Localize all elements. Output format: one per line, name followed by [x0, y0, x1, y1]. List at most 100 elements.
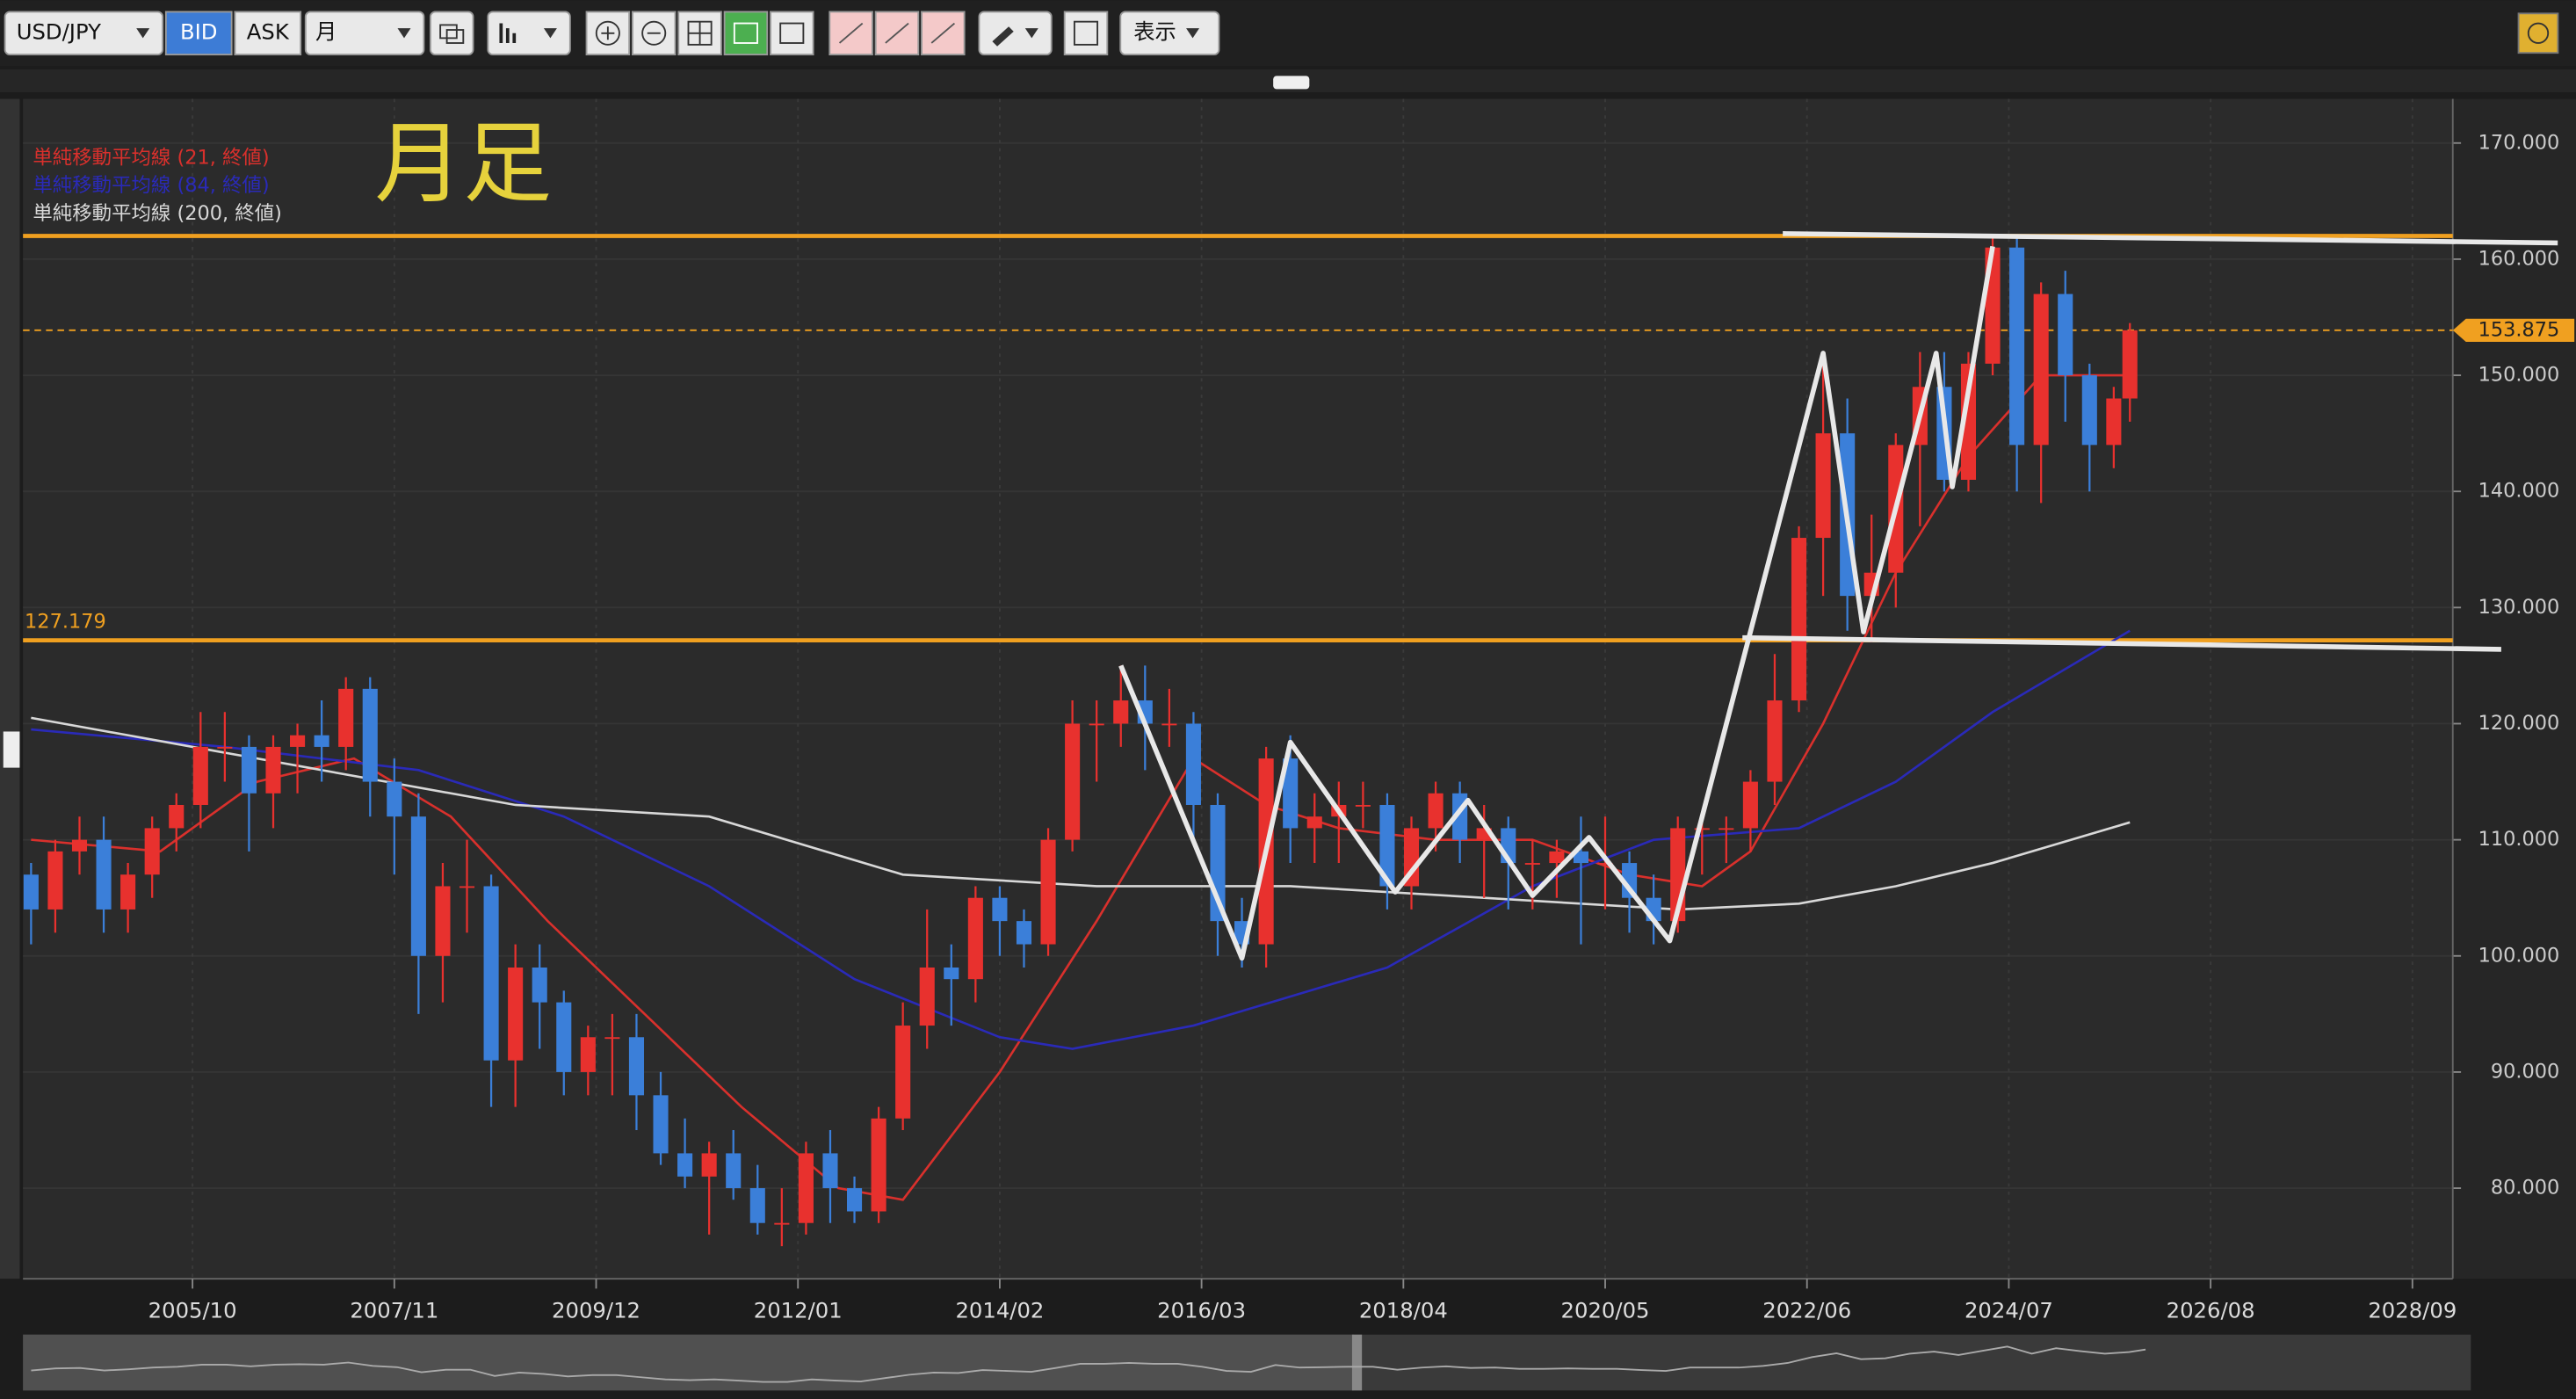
- candle-body: [846, 1188, 863, 1212]
- candle-body: [1622, 863, 1638, 898]
- y-tick-label: 120.000: [2478, 712, 2560, 735]
- y-tick-label: 160.000: [2478, 247, 2560, 270]
- scroll-button[interactable]: [723, 11, 769, 55]
- candle-body: [1113, 700, 1129, 724]
- candle-body: [1306, 816, 1322, 829]
- candle-body: [1161, 723, 1177, 726]
- y-tick-label: 80.000: [2491, 1177, 2559, 1200]
- candle-body: [1185, 723, 1201, 805]
- candle-body: [23, 874, 39, 910]
- candle-body: [604, 1037, 620, 1040]
- navigator-window[interactable]: [23, 1334, 1354, 1391]
- candle-body: [749, 1188, 765, 1223]
- candle-body: [217, 746, 233, 749]
- candle-body: [1428, 793, 1444, 829]
- candle-body: [435, 886, 451, 956]
- candle-body: [677, 1153, 693, 1177]
- candle-body: [508, 967, 524, 1061]
- candle-body: [628, 1037, 645, 1096]
- latest-button[interactable]: [770, 11, 814, 55]
- candle-body: [2122, 330, 2138, 399]
- navigator-handle[interactable]: [1351, 1334, 1363, 1391]
- pen-select[interactable]: [978, 11, 1053, 55]
- candle-body: [1089, 723, 1104, 726]
- level-label: 127.179: [25, 611, 106, 634]
- candle-body: [2058, 294, 2073, 376]
- compare-button[interactable]: [429, 11, 474, 55]
- candle-body: [1767, 700, 1783, 782]
- candle-body: [192, 746, 208, 805]
- x-tick-label: 2012/01: [754, 1298, 843, 1323]
- candle-body: [919, 967, 935, 1026]
- candle-body: [774, 1222, 790, 1225]
- left-edge: [0, 98, 20, 1279]
- candle-body: [798, 1153, 814, 1223]
- settings-button[interactable]: [2517, 12, 2559, 54]
- candle-body: [701, 1153, 717, 1177]
- y-tick-label: 100.000: [2478, 944, 2560, 967]
- candle-body: [1960, 363, 1977, 480]
- candle-body: [387, 781, 402, 817]
- y-tick-label: 90.000: [2491, 1060, 2559, 1083]
- chart-type-select[interactable]: [487, 11, 571, 55]
- bid: BID: [180, 19, 218, 45]
- candle-body: [362, 688, 378, 782]
- candle-body: [1742, 781, 1758, 829]
- ask: ASK: [247, 19, 290, 45]
- candle-body: [1549, 851, 1565, 864]
- scroll-handle[interactable]: [1273, 76, 1310, 90]
- ask-button[interactable]: ASK: [234, 11, 302, 55]
- candle-body: [483, 886, 499, 1061]
- view-select[interactable]: 表示: [1119, 11, 1220, 55]
- x-tick-label: 2005/10: [148, 1298, 237, 1323]
- candle-body: [2033, 294, 2049, 446]
- draw-tools[interactable]: [829, 11, 966, 55]
- candle-body: [71, 839, 88, 852]
- candle-body: [1379, 804, 1395, 887]
- period-select[interactable]: 月: [304, 11, 425, 55]
- candle-body: [169, 804, 185, 829]
- candle-body: [871, 1118, 886, 1212]
- candle-body: [895, 1026, 911, 1119]
- candle-body: [2081, 375, 2097, 446]
- symbol-select[interactable]: USD/JPY: [4, 11, 164, 55]
- candle-body: [1065, 723, 1081, 840]
- x-tick-label: 2024/07: [1965, 1298, 2053, 1323]
- candle-body: [265, 746, 281, 794]
- fit-button[interactable]: [677, 11, 722, 55]
- candle-body: [726, 1153, 742, 1189]
- toolbar: [0, 0, 2576, 67]
- candle-body: [556, 1002, 572, 1072]
- candle-body: [532, 967, 547, 1003]
- symbol: USD/JPY: [17, 19, 101, 45]
- candle-body: [2009, 247, 2025, 446]
- x-tick-label: 2007/11: [350, 1298, 438, 1323]
- candle-body: [1283, 758, 1299, 829]
- y-tick-label: 150.000: [2478, 364, 2560, 387]
- candle-body: [410, 816, 426, 956]
- y-tick-label: 170.000: [2478, 131, 2560, 154]
- navigator-line: [31, 1345, 2146, 1383]
- candle-body: [144, 828, 160, 875]
- y-tick-label: 110.000: [2478, 828, 2560, 851]
- zoom-in[interactable]: [585, 11, 631, 55]
- x-tick-label: 2022/06: [1762, 1298, 1851, 1323]
- x-tick-label: 2028/09: [2368, 1298, 2457, 1323]
- left-handle[interactable]: [3, 731, 20, 768]
- candle-body: [338, 688, 354, 747]
- candle-body: [241, 746, 257, 794]
- x-tick-label: 2016/03: [1157, 1298, 1246, 1323]
- indicator-button[interactable]: [1063, 11, 1109, 55]
- legend-entry: 単純移動平均線 (21, 終値): [33, 146, 269, 169]
- y-tick-label: 140.000: [2478, 480, 2560, 503]
- bid-button[interactable]: BID: [164, 11, 233, 55]
- x-tick-label: 2014/02: [955, 1298, 1044, 1323]
- candle-body: [1694, 828, 1710, 830]
- candle-body: [1355, 804, 1371, 807]
- candle-body: [1719, 828, 1734, 830]
- zoom-out[interactable]: [631, 11, 677, 55]
- trend-drawing: [1118, 245, 1995, 961]
- y-tick-label: 130.000: [2478, 596, 2560, 619]
- x-tick-label: 2018/04: [1359, 1298, 1448, 1323]
